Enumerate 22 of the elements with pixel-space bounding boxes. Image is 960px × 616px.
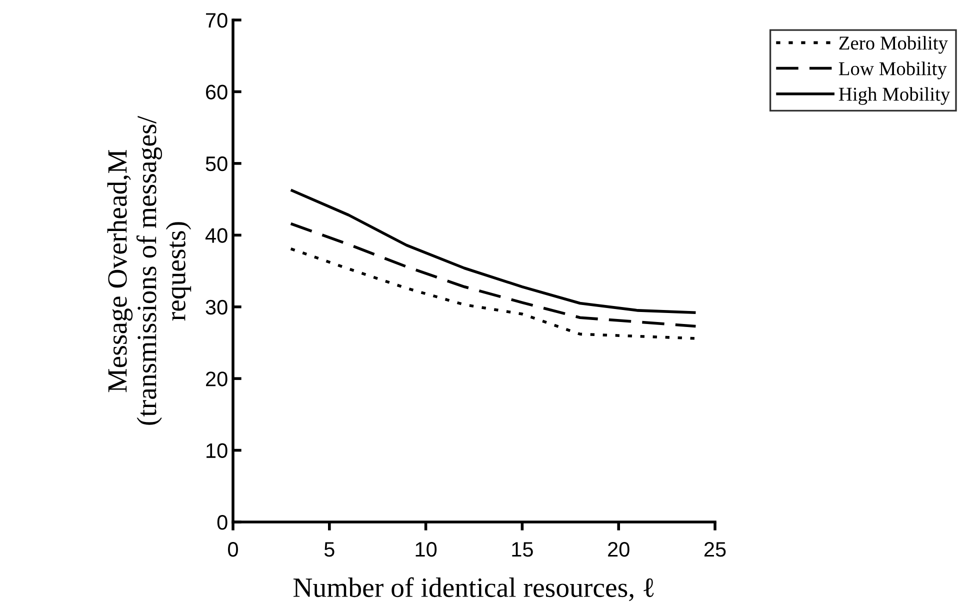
x-tick-label: 15 [512,542,533,557]
line-series [289,188,698,314]
y-tick-label: 40 [205,228,228,243]
x-tick-label: 0 [228,542,238,557]
line-series [289,247,698,340]
y-tick-label: 20 [206,372,228,386]
y-tick-label: 30 [206,300,228,315]
x-tick-label: 20 [608,542,630,557]
y-tick-label: 60 [206,84,228,100]
legend-label: High Mobility [838,87,950,105]
y-axis-title: Message Overhead,M (transmissions of messages/ requests) [107,116,192,425]
legend-label: Zero Mobility [839,36,948,54]
y-tick-label: 0 [217,515,228,530]
y-tick-label: 10 [206,443,228,458]
y-tick-label: 70 [206,13,228,28]
y-tick-label: 50 [206,156,228,172]
line-series [289,222,698,328]
legend-label: Low Mobility [838,62,947,80]
x-tick-label: 5 [324,542,334,557]
x-tick-label: 10 [416,542,437,557]
x-axis-title: Number of identical resources, ℓ [293,577,654,602]
x-tick-label: 25 [704,542,726,557]
